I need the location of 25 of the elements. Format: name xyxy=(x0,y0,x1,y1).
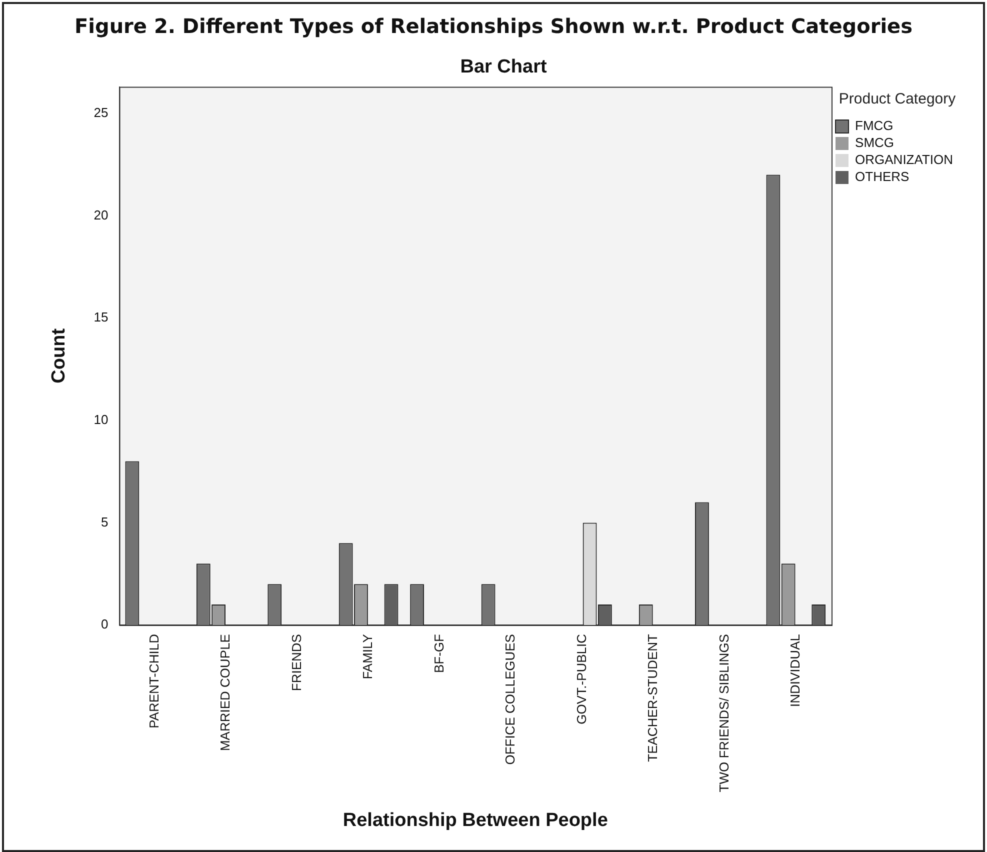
legend-label: FMCG xyxy=(855,118,894,134)
x-tick-label: FAMILY xyxy=(360,634,376,680)
x-tick-label: BF-GF xyxy=(431,634,446,674)
x-tick-label: TEACHER-STUDENT xyxy=(645,634,660,762)
legend-label: SMCG xyxy=(855,135,894,150)
x-tick-label: INDIVIDUAL xyxy=(787,634,802,707)
legend-label: ORGANIZATION xyxy=(855,152,953,168)
chart-title: Figure 2. Different Types of Relationships Shown w.r.t. Product Categories xyxy=(73,13,914,40)
legend-title: Product Category xyxy=(838,90,956,108)
x-tick-label: PARENT-CHILD xyxy=(146,634,162,728)
x-tick-label: GOVT.-PUBLIC xyxy=(574,634,589,724)
y-tick-label: 10 xyxy=(94,412,108,427)
x-tick-label: OFFICE COLLEGUES xyxy=(502,634,518,765)
chart-subtitle: Bar Chart xyxy=(460,56,548,78)
x-tick-label: MARRIED COUPLE xyxy=(218,634,233,752)
y-tick-label: 0 xyxy=(101,616,108,632)
y-tick-label: 25 xyxy=(94,104,108,120)
y-tick-label: 15 xyxy=(94,310,108,325)
y-tick-label: 5 xyxy=(101,514,108,530)
y-tick-label: 20 xyxy=(94,207,108,222)
x-axis-title: Relationship Between People xyxy=(342,810,608,831)
legend-label: OTHERS xyxy=(855,169,910,184)
x-tick-label: TWO FRIENDS/ SIBLINGS xyxy=(716,634,732,792)
x-tick-label: FRIENDS xyxy=(288,634,304,692)
y-axis-title: Count xyxy=(48,328,70,384)
